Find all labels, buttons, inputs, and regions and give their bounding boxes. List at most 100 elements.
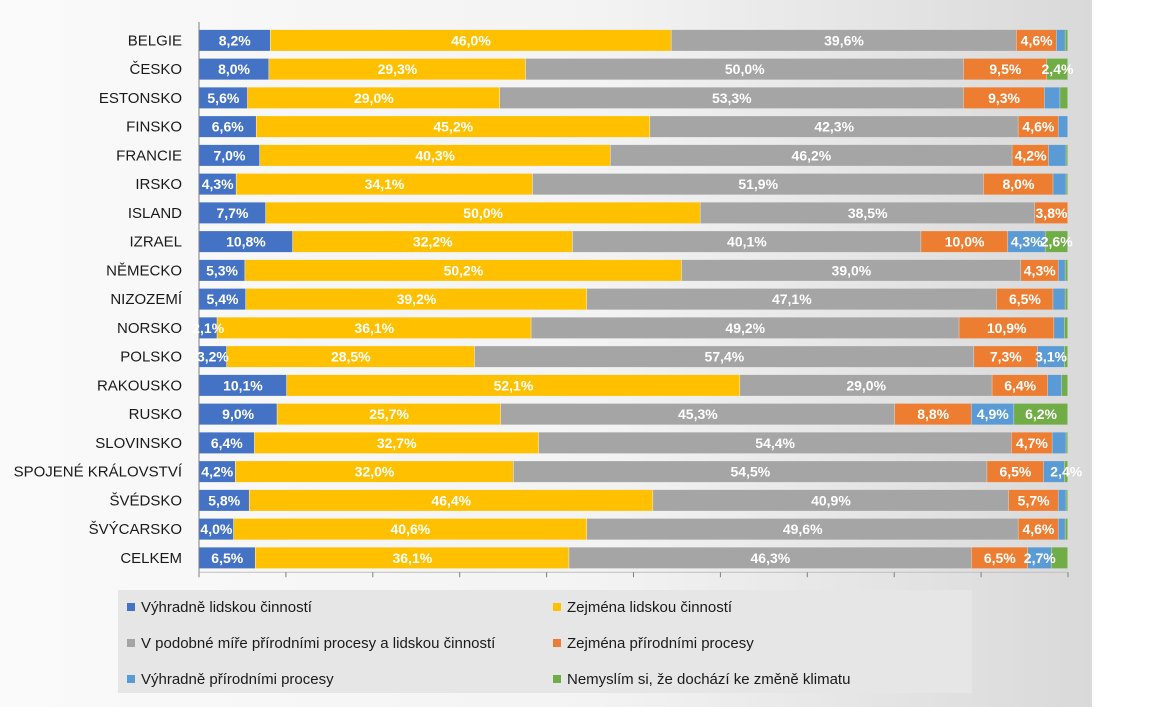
bar-segment bbox=[1053, 173, 1066, 195]
bar-segment bbox=[1045, 231, 1068, 253]
bar-segment bbox=[199, 231, 293, 253]
legend-swatch bbox=[127, 639, 135, 647]
legend-entry: V podobné míře přírodními procesy a lids… bbox=[141, 635, 496, 652]
data-label: 57,4% bbox=[705, 349, 745, 365]
bar-segment bbox=[1046, 58, 1068, 80]
bar-segment bbox=[286, 374, 740, 396]
bar-segment bbox=[199, 87, 248, 109]
data-label: 39,2% bbox=[397, 291, 437, 307]
data-label: 6,4% bbox=[1004, 377, 1036, 393]
data-label: 32,2% bbox=[413, 234, 453, 250]
bar-segment bbox=[199, 202, 266, 224]
bar-segment bbox=[1064, 346, 1068, 368]
data-label: 6,5% bbox=[999, 464, 1031, 480]
bar-segment bbox=[974, 346, 1038, 368]
data-label: 7,3% bbox=[990, 349, 1022, 365]
bar-segment bbox=[199, 432, 255, 454]
bar-segment bbox=[1065, 29, 1068, 51]
bar-segment bbox=[586, 518, 1018, 540]
data-label: 4,7% bbox=[1016, 435, 1048, 451]
data-label: 6,5% bbox=[1009, 291, 1041, 307]
legend-swatch bbox=[127, 603, 135, 611]
data-label: 53,3% bbox=[712, 90, 752, 106]
data-label: 10,9% bbox=[987, 320, 1027, 336]
legend-swatch bbox=[553, 675, 561, 683]
data-label: 6,2% bbox=[1025, 406, 1057, 422]
bar-segment bbox=[1064, 317, 1068, 339]
data-label: 2,1% bbox=[192, 320, 224, 336]
bar-segment bbox=[292, 231, 573, 253]
category-label: RUSKO bbox=[129, 406, 182, 423]
bar-segment bbox=[233, 518, 587, 540]
bar-segment bbox=[1043, 461, 1065, 483]
bar-segment bbox=[1058, 489, 1066, 511]
data-label: 42,3% bbox=[814, 119, 854, 135]
bar-segment bbox=[1014, 403, 1068, 425]
category-label: CELKEM bbox=[120, 550, 182, 567]
bar-segment bbox=[963, 58, 1047, 80]
bar-segment bbox=[199, 58, 269, 80]
bar-segment bbox=[256, 116, 650, 138]
data-label: 10,8% bbox=[226, 234, 266, 250]
data-label: 4,6% bbox=[1021, 32, 1053, 48]
bar-segment bbox=[235, 461, 514, 483]
bar-segment bbox=[254, 432, 539, 454]
bar-segment bbox=[983, 173, 1053, 195]
bar-segment bbox=[199, 116, 256, 138]
bar-segment bbox=[247, 87, 500, 109]
bar-segment bbox=[992, 374, 1048, 396]
bar-segment bbox=[245, 288, 587, 310]
category-label: IZRAEL bbox=[129, 234, 182, 251]
bar-segment bbox=[199, 259, 245, 281]
bar-segment bbox=[1060, 87, 1068, 109]
bar-segment bbox=[269, 58, 526, 80]
category-label: NIZOZEMÍ bbox=[110, 291, 182, 308]
data-label: 6,5% bbox=[984, 550, 1016, 566]
data-label: 34,1% bbox=[365, 176, 405, 192]
bar-segment bbox=[532, 173, 984, 195]
data-label: 9,5% bbox=[989, 61, 1021, 77]
bar-segment bbox=[236, 173, 533, 195]
data-label: 4,9% bbox=[977, 406, 1009, 422]
bar-segment bbox=[199, 144, 260, 166]
bar-segment bbox=[1034, 202, 1068, 224]
data-label: 5,8% bbox=[208, 492, 240, 508]
data-label: 40,3% bbox=[415, 147, 455, 163]
bar-segment bbox=[513, 461, 987, 483]
data-label: 7,0% bbox=[213, 147, 245, 163]
bar-segment bbox=[1065, 288, 1068, 310]
bar-segment bbox=[1051, 547, 1068, 569]
data-label: 4,3% bbox=[1011, 234, 1043, 250]
category-label: ESTONSKO bbox=[99, 90, 182, 107]
data-label: 32,7% bbox=[377, 435, 417, 451]
bar-segment bbox=[740, 374, 992, 396]
bar-segment bbox=[1018, 116, 1058, 138]
data-label: 36,1% bbox=[354, 320, 394, 336]
category-label: SPOJENÉ KRÁLOVSTVÍ bbox=[14, 464, 183, 481]
bar-segment bbox=[217, 317, 531, 339]
legend-entry: Zejména přírodními procesy bbox=[567, 635, 754, 652]
legend-entry: Výhradně přírodními procesy bbox=[141, 671, 334, 688]
legend-entry: Výhradně lidskou činností bbox=[141, 599, 313, 616]
data-label: 6,4% bbox=[211, 435, 243, 451]
data-label: 25,7% bbox=[369, 406, 409, 422]
data-label: 10,1% bbox=[223, 377, 263, 393]
bar-segment bbox=[650, 116, 1018, 138]
bar-segment bbox=[1058, 518, 1065, 540]
category-label: FINSKO bbox=[126, 119, 182, 136]
bar-segment bbox=[1048, 144, 1066, 166]
data-label: 4,3% bbox=[1024, 262, 1056, 278]
legend-swatch bbox=[553, 639, 561, 647]
data-label: 2,7% bbox=[1024, 550, 1056, 566]
data-label: 47,1% bbox=[772, 291, 812, 307]
data-label: 40,6% bbox=[391, 521, 431, 537]
bar-segment bbox=[199, 547, 255, 569]
bar-segment bbox=[199, 173, 236, 195]
bar-segment bbox=[987, 461, 1044, 483]
legend bbox=[118, 590, 972, 693]
data-label: 54,4% bbox=[755, 435, 795, 451]
bar-segment bbox=[959, 317, 1054, 339]
bar-segment bbox=[1011, 432, 1052, 454]
data-label: 5,4% bbox=[207, 291, 239, 307]
